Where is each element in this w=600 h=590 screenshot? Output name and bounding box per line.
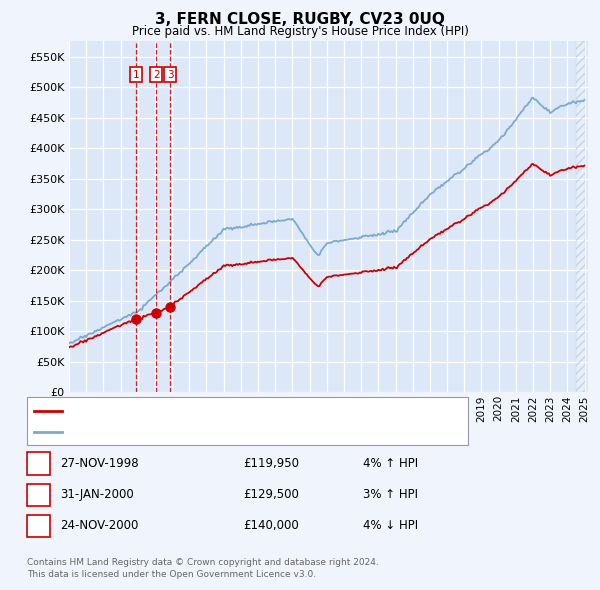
Text: 2: 2	[153, 70, 160, 80]
Text: 24-NOV-2000: 24-NOV-2000	[60, 519, 139, 533]
Text: £119,950: £119,950	[243, 457, 299, 470]
Text: 27-NOV-1998: 27-NOV-1998	[60, 457, 139, 470]
Text: 3% ↑ HPI: 3% ↑ HPI	[363, 488, 418, 501]
Text: £140,000: £140,000	[243, 519, 299, 533]
Polygon shape	[576, 41, 584, 392]
Text: 3, FERN CLOSE, RUGBY, CV23 0UQ: 3, FERN CLOSE, RUGBY, CV23 0UQ	[155, 12, 445, 27]
Text: 3, FERN CLOSE, RUGBY, CV23 0UQ (detached house): 3, FERN CLOSE, RUGBY, CV23 0UQ (detached…	[67, 405, 361, 415]
Text: 1: 1	[133, 70, 139, 80]
Text: 2: 2	[34, 488, 43, 501]
Text: HPI: Average price, detached house, Rugby: HPI: Average price, detached house, Rugb…	[67, 427, 308, 437]
Text: Price paid vs. HM Land Registry's House Price Index (HPI): Price paid vs. HM Land Registry's House …	[131, 25, 469, 38]
Text: 4% ↑ HPI: 4% ↑ HPI	[363, 457, 418, 470]
Text: 31-JAN-2000: 31-JAN-2000	[60, 488, 134, 501]
Text: 3: 3	[167, 70, 174, 80]
Text: Contains HM Land Registry data © Crown copyright and database right 2024.
This d: Contains HM Land Registry data © Crown c…	[27, 558, 379, 579]
Text: £129,500: £129,500	[243, 488, 299, 501]
Text: 3: 3	[34, 519, 43, 533]
Text: 4% ↓ HPI: 4% ↓ HPI	[363, 519, 418, 533]
Text: 1: 1	[34, 457, 43, 470]
